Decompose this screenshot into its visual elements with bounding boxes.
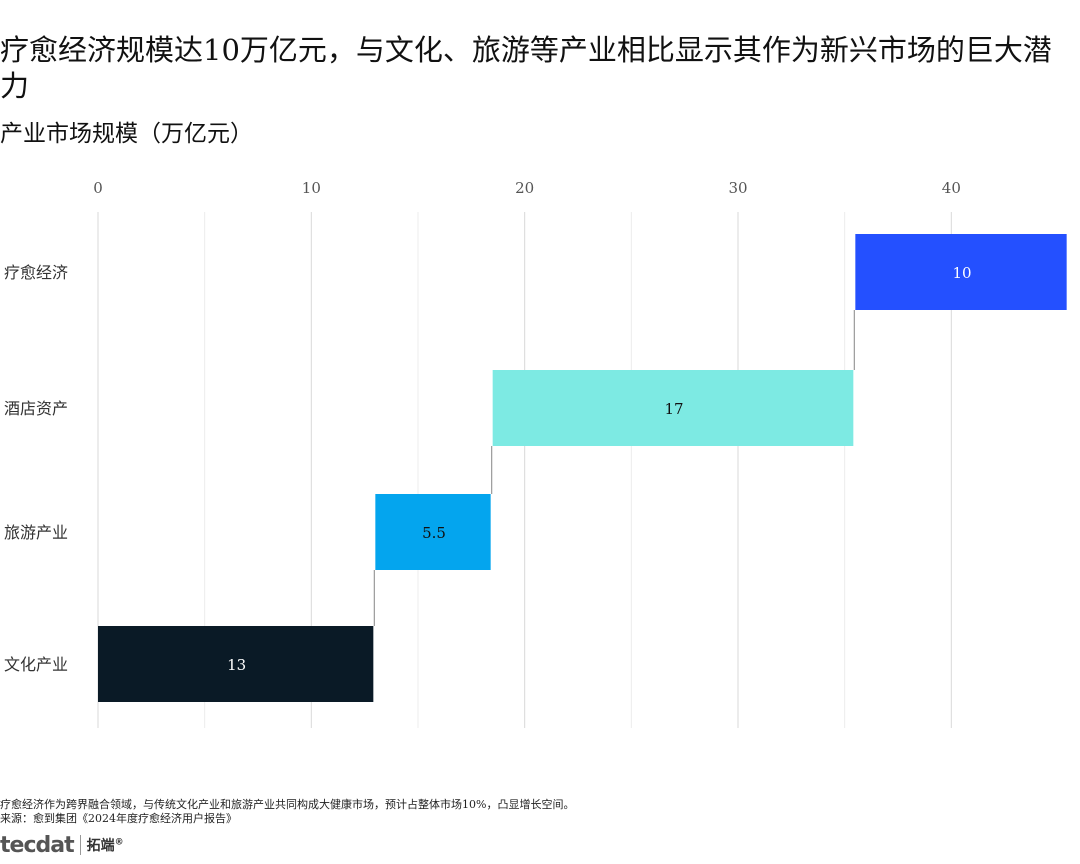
x-tick-label: 20	[515, 179, 534, 197]
bar-1	[98, 626, 374, 702]
footnote-source: 来源：愈到集团《2024年度疗愈经济用户报告》	[0, 812, 237, 825]
bar-3	[492, 370, 854, 446]
x-tick-label: 30	[728, 179, 747, 197]
bar-4	[855, 234, 1067, 310]
logo-registered: ®	[114, 837, 124, 848]
y-category-label: 疗愈经济	[4, 263, 68, 282]
waterfall-chart: 0 10 20 30 40 13 文化产业 5.5 旅游产业 17 酒店资产 10 疗愈经济	[4, 179, 1067, 728]
bar-value-label: 10	[952, 264, 971, 282]
logo-mark: tecdat	[0, 832, 75, 858]
x-tick-label: 40	[942, 179, 961, 197]
y-category-label: 旅游产业	[4, 523, 68, 542]
bar-2	[375, 494, 491, 570]
chart-title: 疗愈经济规模达10万亿元，与文化、旅游等产业相比显示其作为新兴市场的巨大潜力	[0, 33, 1052, 103]
chart-subtitle: 产业市场规模（万亿元）	[0, 121, 253, 147]
x-tick-label: 0	[93, 179, 103, 197]
footnote: 疗愈经济作为跨界融合领域，与传统文化产业和旅游产业共同构成大健康市场，预计占整体…	[0, 798, 574, 826]
x-tick-label: 10	[302, 179, 321, 197]
y-category-label: 文化产业	[4, 655, 68, 674]
bar-value-label: 5.5	[422, 524, 446, 542]
bar-value-label: 13	[227, 656, 246, 674]
brand-logo: tecdat 拓端®	[0, 830, 124, 860]
footnote-description: 疗愈经济作为跨界融合领域，与传统文化产业和旅游产业共同构成大健康市场，预计占整体…	[0, 798, 575, 811]
logo-text: 拓端®	[87, 835, 124, 855]
logo-divider	[79, 835, 81, 855]
logo-cn-text: 拓端	[86, 838, 115, 854]
bar-value-label: 17	[664, 400, 683, 418]
y-category-label: 酒店资产	[4, 399, 68, 418]
